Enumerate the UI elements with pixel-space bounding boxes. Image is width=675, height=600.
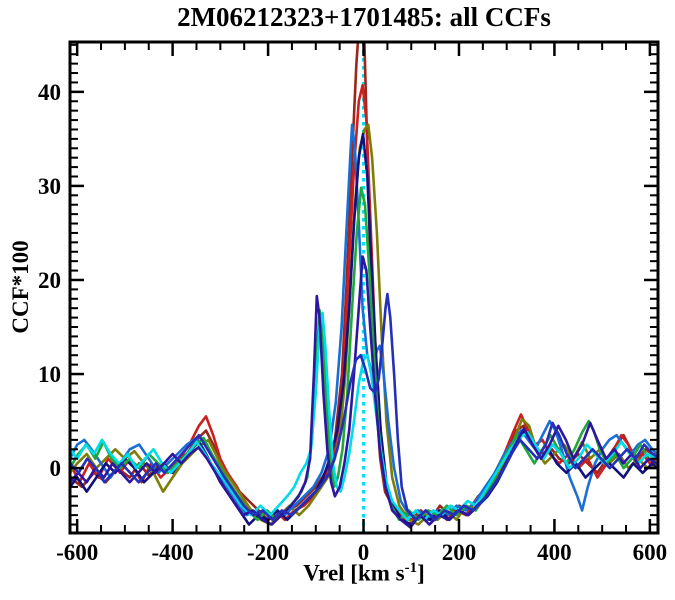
ticks-group: -600 -400 -200 0 200 400 600 0 10 20 30 40 bbox=[38, 42, 667, 565]
ccf-curve-9 bbox=[70, 292, 658, 522]
ccf-curve-3 bbox=[70, 123, 658, 526]
y-tick-label: 30 bbox=[38, 174, 61, 199]
y-tick-label: 10 bbox=[38, 362, 61, 387]
x-tick-label: -600 bbox=[56, 540, 98, 565]
x-axis-label-superscript: -1 bbox=[404, 560, 418, 576]
ccf-curve-7 bbox=[70, 311, 658, 522]
x-tick-label: -400 bbox=[152, 540, 194, 565]
x-axis-label-text: Vrel [km s bbox=[303, 560, 405, 586]
x-axis-label-suffix: ] bbox=[417, 560, 425, 586]
y-tick-label: 20 bbox=[38, 268, 61, 293]
ccf-curve-8 bbox=[70, 255, 658, 529]
y-tick-label: 0 bbox=[50, 456, 62, 481]
x-tick-label: 400 bbox=[537, 540, 572, 565]
x-tick-label: 0 bbox=[358, 540, 370, 565]
y-tick-label: 40 bbox=[38, 80, 61, 105]
x-axis-label: Vrel [km s-1] bbox=[70, 560, 658, 587]
x-tick-label: 200 bbox=[442, 540, 477, 565]
curves-group bbox=[70, 42, 658, 533]
x-tick-label: 600 bbox=[633, 540, 668, 565]
x-tick-label: -200 bbox=[247, 540, 289, 565]
y-axis-label: CCF*100 bbox=[8, 240, 33, 334]
chart-title: 2M06212323+1701485: all CCFs bbox=[177, 2, 551, 32]
